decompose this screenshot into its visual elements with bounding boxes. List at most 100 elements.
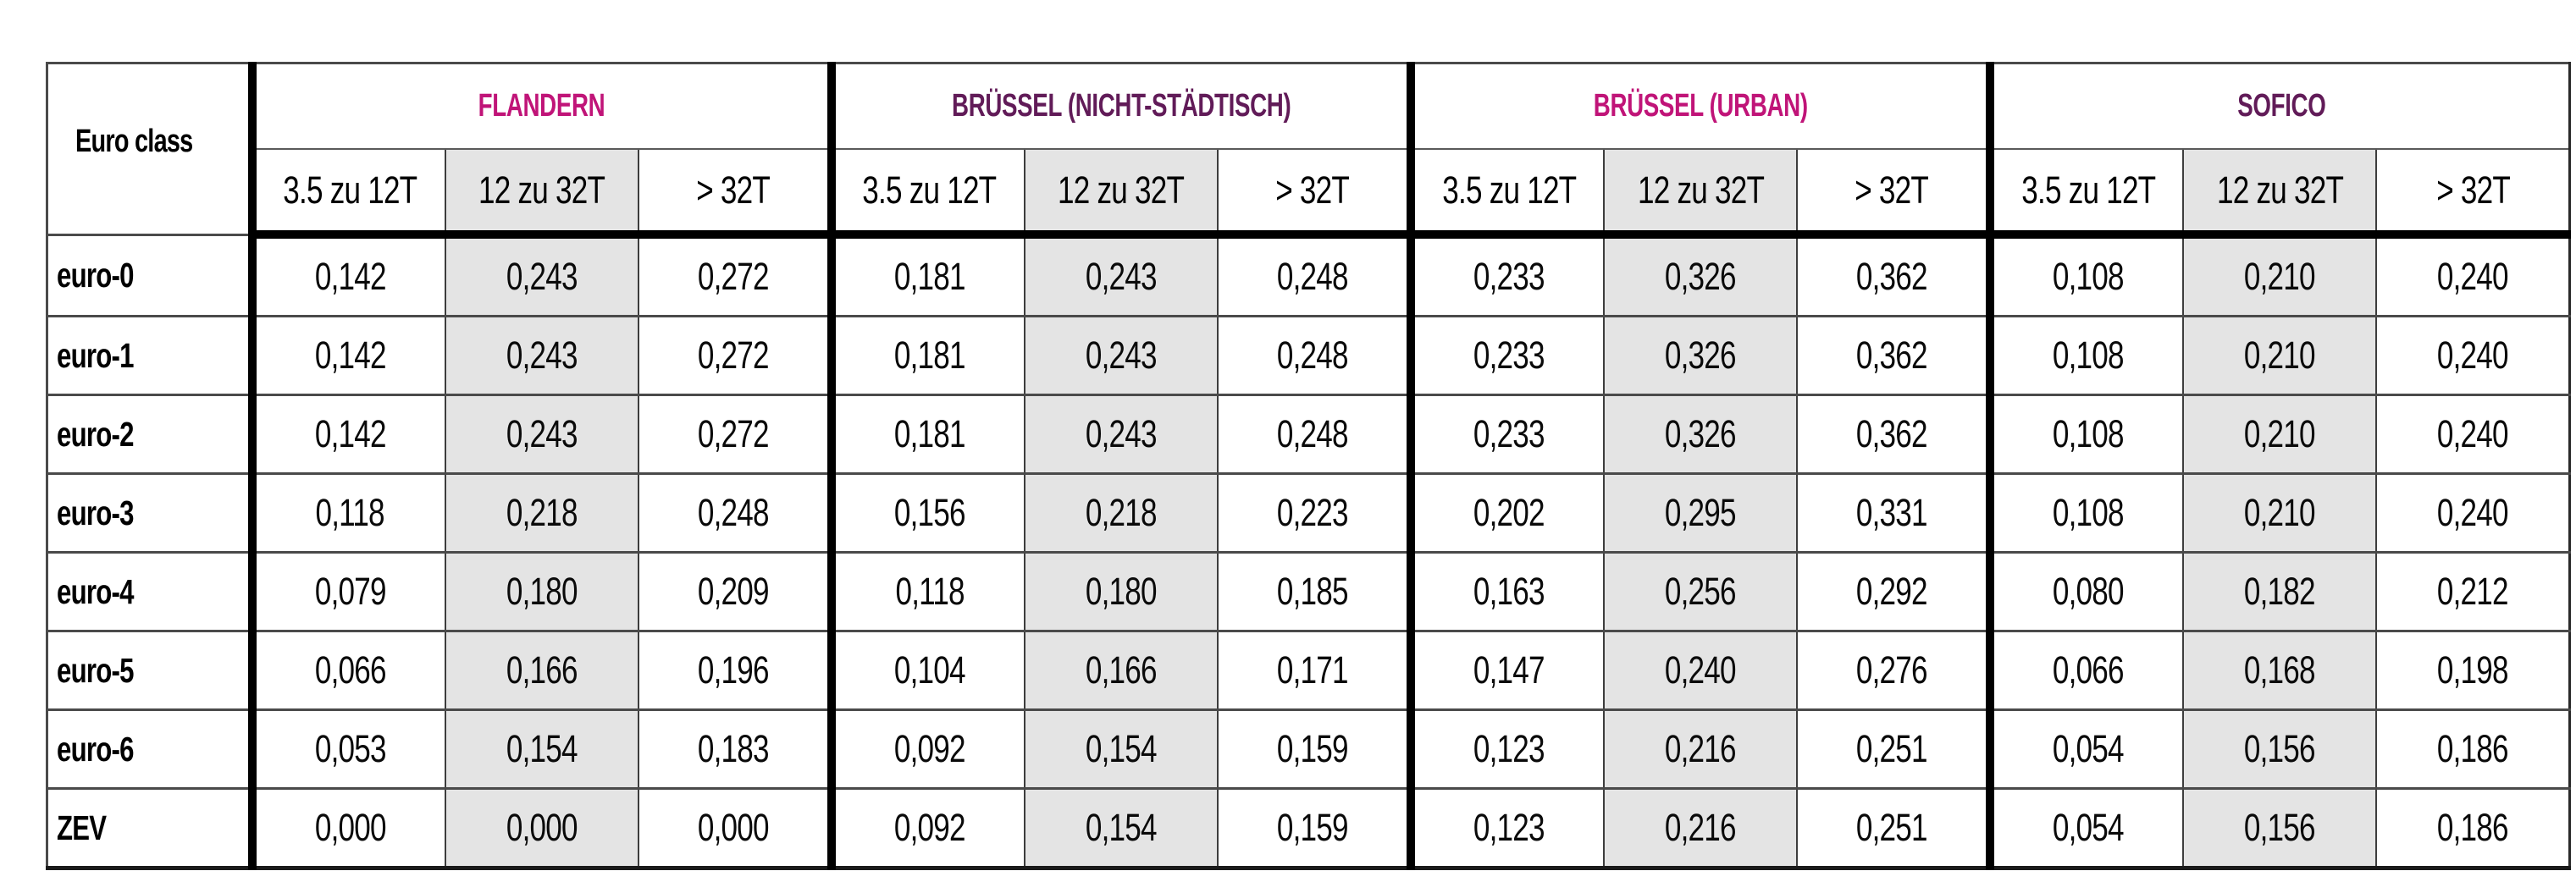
rate-cell: 0,243 bbox=[1023, 394, 1219, 474]
rate-value: 0,186 bbox=[2437, 727, 2509, 770]
rate-value: 0,240 bbox=[1665, 648, 1737, 692]
rate-value: 0,326 bbox=[1665, 334, 1737, 377]
weight-class-header-text: 3.5 zu 12T bbox=[2021, 168, 2156, 212]
rate-cell: 0,240 bbox=[2375, 315, 2571, 395]
rate-value: 0,216 bbox=[1665, 727, 1737, 770]
rate-value: 0,108 bbox=[2053, 491, 2125, 534]
rate-cell: 0,159 bbox=[1216, 787, 1412, 868]
rate-value: 0,123 bbox=[1473, 727, 1545, 770]
rate-cell: 0,104 bbox=[826, 630, 1025, 710]
weight-class-header-flandern-32t: > 32T bbox=[637, 149, 832, 239]
euro-class-corner-text: Euro class bbox=[75, 124, 193, 160]
rate-value: 0,053 bbox=[314, 727, 387, 770]
rate-value: 0,248 bbox=[1276, 255, 1349, 298]
rate-cell: 0,326 bbox=[1603, 233, 1799, 317]
rate-value: 0,218 bbox=[1085, 491, 1158, 534]
rate-value: 0,180 bbox=[506, 570, 578, 613]
rate-value: 0,142 bbox=[314, 334, 387, 377]
rate-value: 0,198 bbox=[2437, 648, 2509, 692]
rate-cell: 0,108 bbox=[1986, 394, 2185, 474]
rate-value: 0,181 bbox=[893, 255, 966, 298]
weight-class-header-text: > 32T bbox=[1275, 168, 1351, 212]
rate-value: 0,362 bbox=[1856, 334, 1928, 377]
rate-cell: 0,053 bbox=[247, 708, 446, 789]
rate-cell: 0,212 bbox=[2375, 551, 2571, 631]
rate-cell: 0,248 bbox=[1216, 233, 1412, 317]
euro-class-label-zev: ZEV bbox=[46, 787, 253, 868]
rate-value: 0,218 bbox=[506, 491, 578, 534]
rate-cell: 0,142 bbox=[247, 233, 446, 317]
rate-cell: 0,108 bbox=[1986, 472, 2185, 553]
euro-class-label-text: euro-0 bbox=[57, 255, 134, 295]
rate-row-euro-4: euro-4 0,079 0,180 0,209 0,118 0,180 0,185 0,16… bbox=[46, 551, 2571, 631]
rate-cell: 0,216 bbox=[1603, 708, 1799, 789]
rate-value: 0,210 bbox=[2244, 412, 2316, 455]
rate-cell: 0,240 bbox=[1603, 630, 1799, 710]
euro-class-label-euro-6: euro-6 bbox=[46, 708, 253, 789]
rate-value: 0,233 bbox=[1473, 255, 1545, 298]
rate-cell: 0,233 bbox=[1406, 315, 1606, 395]
rate-cell: 0,243 bbox=[444, 233, 639, 317]
rate-cell: 0,186 bbox=[2375, 787, 2571, 868]
rate-value: 0,326 bbox=[1665, 412, 1737, 455]
rate-cell: 0,210 bbox=[2182, 315, 2378, 395]
rate-cell: 0,079 bbox=[247, 551, 446, 631]
rate-value: 0,362 bbox=[1856, 412, 1928, 455]
rate-cell: 0,218 bbox=[1023, 472, 1219, 553]
rate-value: 0,166 bbox=[1085, 648, 1158, 692]
weight-class-header-text: 12 zu 32T bbox=[2216, 168, 2344, 212]
rate-cell: 0,181 bbox=[826, 233, 1025, 317]
rate-value: 0,147 bbox=[1473, 648, 1545, 692]
rate-value: 0,243 bbox=[1085, 255, 1158, 298]
region-header-row: Euro class FLANDERN BRÜSSEL (NICHT-STÄDTI… bbox=[46, 63, 2571, 235]
weight-class-header-flandern-12-zu-32t: 12 zu 32T bbox=[444, 149, 639, 239]
rate-cell: 0,054 bbox=[1986, 787, 2185, 868]
region-header-sofico: SOFICO bbox=[1986, 63, 2571, 150]
rate-value: 0,251 bbox=[1856, 727, 1928, 770]
rate-value: 0,210 bbox=[2244, 334, 2316, 377]
rate-value: 0,118 bbox=[895, 570, 965, 613]
rate-value: 0,272 bbox=[697, 412, 770, 455]
rate-row-zev: ZEV 0,000 0,000 0,000 0,092 0,154 0,159 0,123 0,… bbox=[46, 787, 2571, 868]
weight-class-header-text: > 32T bbox=[2435, 168, 2511, 212]
rate-value: 0,154 bbox=[1085, 727, 1158, 770]
euro-class-label-euro-3: euro-3 bbox=[46, 472, 253, 553]
rate-value: 0,181 bbox=[893, 334, 966, 377]
rate-value: 0,185 bbox=[1276, 570, 1349, 613]
euro-class-label-text: euro-3 bbox=[57, 493, 134, 532]
rate-value: 0,054 bbox=[2053, 806, 2125, 849]
rate-value: 0,092 bbox=[893, 806, 966, 849]
rate-cell: 0,142 bbox=[247, 315, 446, 395]
rate-table-body: euro-0 0,142 0,243 0,272 0,181 0,243 0,248 0,23… bbox=[46, 233, 2571, 868]
weight-class-header-flandern-3-5-zu-12t: 3.5 zu 12T bbox=[247, 149, 446, 239]
region-header-text: SOFICO bbox=[2237, 88, 2326, 124]
rate-value: 0,108 bbox=[2053, 412, 2125, 455]
rate-cell: 0,243 bbox=[444, 315, 639, 395]
weight-class-header-br-ssel-urban-3-5-zu-12t: 3.5 zu 12T bbox=[1406, 149, 1606, 239]
weight-class-header-br-ssel-urban-32t: > 32T bbox=[1796, 149, 1992, 239]
euro-class-label-text: ZEV bbox=[57, 808, 107, 847]
rate-cell: 0,000 bbox=[444, 787, 639, 868]
rate-value: 0,186 bbox=[2437, 806, 2509, 849]
rate-value: 0,000 bbox=[506, 806, 578, 849]
rate-row-euro-6: euro-6 0,053 0,154 0,183 0,092 0,154 0,159 0,12… bbox=[46, 708, 2571, 789]
rate-row-euro-5: euro-5 0,066 0,166 0,196 0,104 0,166 0,171 0,14… bbox=[46, 630, 2571, 710]
euro-class-corner-label: Euro class bbox=[46, 63, 253, 235]
rate-cell: 0,171 bbox=[1216, 630, 1412, 710]
rate-cell: 0,251 bbox=[1796, 787, 1992, 868]
rate-cell: 0,066 bbox=[247, 630, 446, 710]
rate-cell: 0,362 bbox=[1796, 315, 1992, 395]
rate-cell: 0,054 bbox=[1986, 708, 2185, 789]
rate-cell: 0,198 bbox=[2375, 630, 2571, 710]
rate-cell: 0,166 bbox=[1023, 630, 1219, 710]
rate-value: 0,108 bbox=[2053, 334, 2125, 377]
rate-value: 0,248 bbox=[1276, 412, 1349, 455]
rate-cell: 0,108 bbox=[1986, 315, 2185, 395]
rate-cell: 0,240 bbox=[2375, 472, 2571, 553]
rate-cell: 0,248 bbox=[637, 472, 832, 553]
rate-cell: 0,181 bbox=[826, 315, 1025, 395]
weight-class-header-row: 3.5 zu 12T 12 zu 32T > 32T 3.5 zu 12T 12 zu … bbox=[47, 149, 2571, 239]
weight-class-header-text: 3.5 zu 12T bbox=[1441, 168, 1577, 212]
rate-value: 0,166 bbox=[506, 648, 578, 692]
rate-value: 0,233 bbox=[1473, 334, 1545, 377]
